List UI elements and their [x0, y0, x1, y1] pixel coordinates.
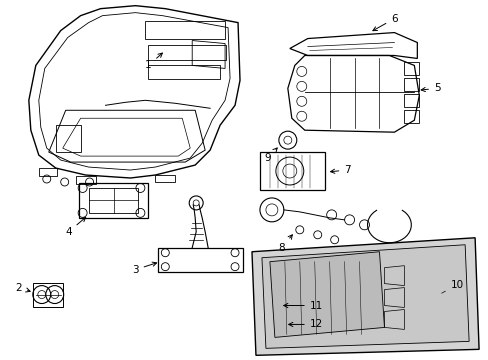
- Text: 5: 5: [420, 84, 440, 93]
- Text: 8: 8: [278, 235, 292, 253]
- Bar: [155, 175, 175, 182]
- Bar: [76, 176, 95, 184]
- Text: 3: 3: [132, 262, 156, 275]
- Text: 4: 4: [65, 217, 85, 237]
- Text: 2: 2: [16, 283, 30, 293]
- Text: 10: 10: [441, 280, 463, 293]
- Text: 7: 7: [330, 165, 350, 175]
- Bar: [267, 300, 281, 311]
- Bar: [270, 302, 278, 309]
- Polygon shape: [262, 245, 468, 348]
- Text: 6: 6: [372, 14, 397, 31]
- Text: 9: 9: [264, 148, 277, 163]
- Polygon shape: [251, 238, 478, 355]
- Text: 12: 12: [288, 319, 323, 329]
- Bar: [39, 168, 57, 176]
- Text: 1: 1: [145, 53, 162, 71]
- Text: 11: 11: [283, 301, 323, 311]
- Polygon shape: [269, 252, 384, 337]
